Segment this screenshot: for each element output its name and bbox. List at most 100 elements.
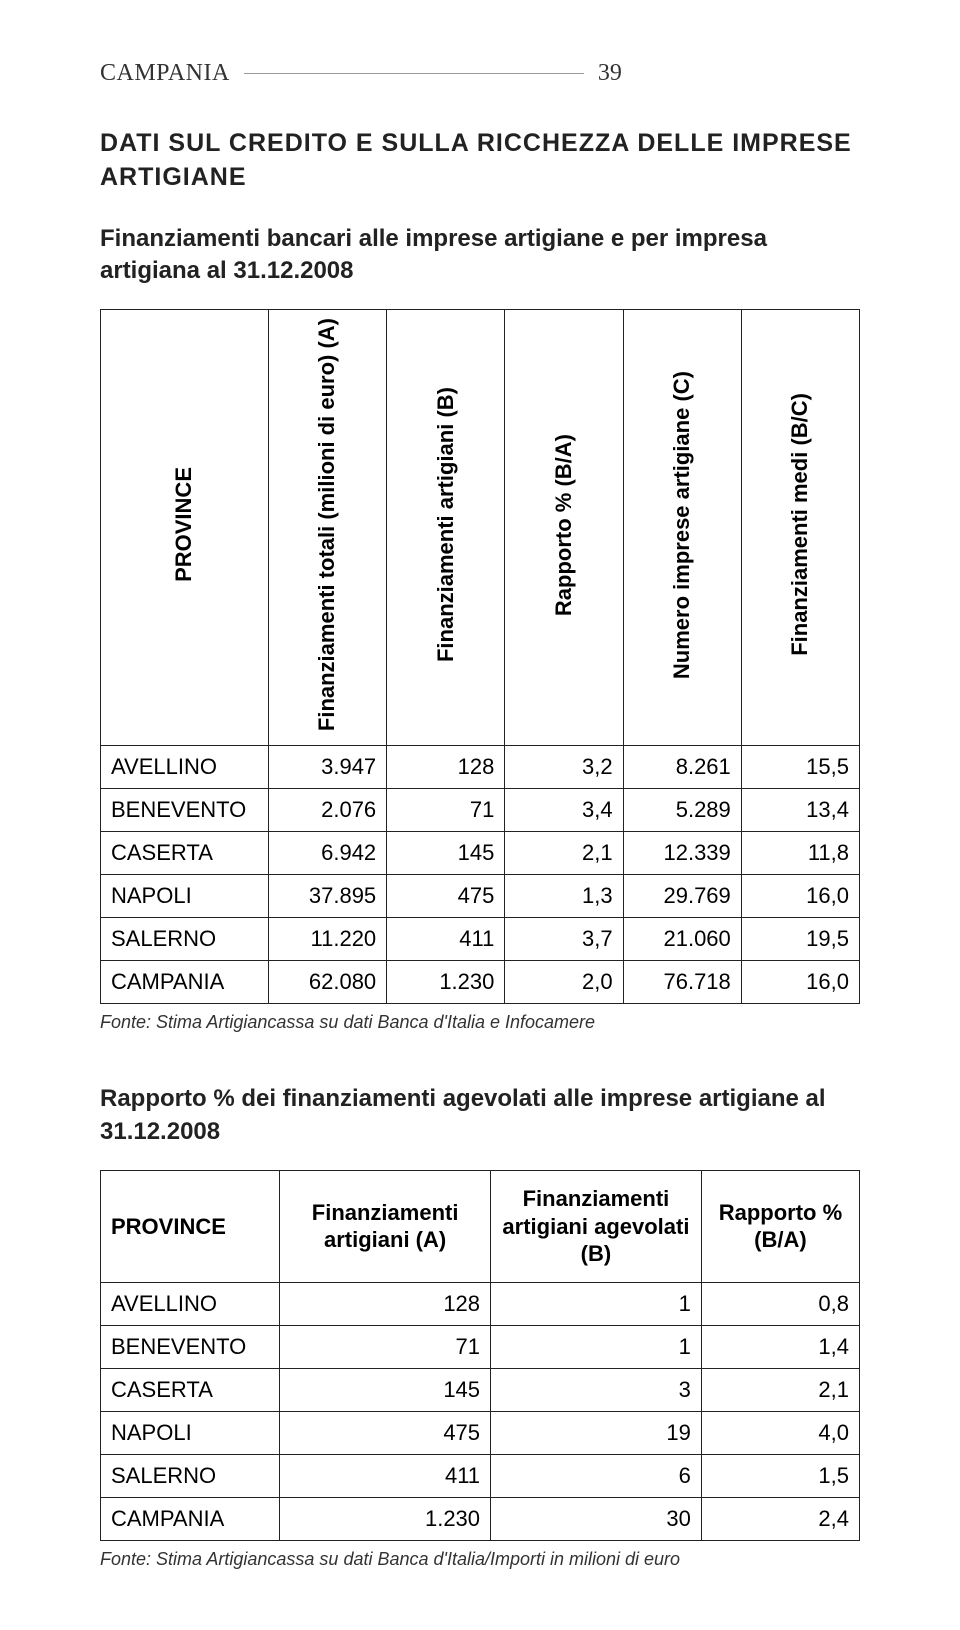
cell-value: 1: [491, 1282, 702, 1325]
table2-source: Fonte: Stima Artigiancassa su dati Banca…: [100, 1549, 860, 1570]
cell-value: 16,0: [741, 961, 859, 1004]
table-row: BENEVENTO2.076713,45.28913,4: [101, 789, 860, 832]
cell-value: 5.289: [623, 789, 741, 832]
col-rapporto: Rapporto % (B/A): [505, 310, 623, 746]
cell-value: 1,3: [505, 875, 623, 918]
cell-value: 2,1: [701, 1368, 859, 1411]
cell-label: SALERNO: [101, 918, 269, 961]
cell-value: 8.261: [623, 746, 741, 789]
cell-label: NAPOLI: [101, 875, 269, 918]
cell-value: 411: [387, 918, 505, 961]
cell-value: 13,4: [741, 789, 859, 832]
col-province: PROVINCE: [101, 1171, 280, 1283]
cell-value: 3,4: [505, 789, 623, 832]
table-finanziamenti-bancari: PROVINCE Finanziamenti totali (milioni d…: [100, 309, 860, 1004]
table-row: CASERTA14532,1: [101, 1368, 860, 1411]
cell-value: 11,8: [741, 832, 859, 875]
cell-value: 16,0: [741, 875, 859, 918]
cell-value: 145: [387, 832, 505, 875]
cell-value: 76.718: [623, 961, 741, 1004]
document-page: CAMPANIA 39 DATI SUL CREDITO E SULLA RIC…: [0, 0, 960, 1630]
col-label: Numero imprese artigiane (C): [669, 371, 695, 679]
cell-label: SALERNO: [101, 1454, 280, 1497]
table-row: CASERTA6.9421452,112.33911,8: [101, 832, 860, 875]
cell-label: BENEVENTO: [101, 789, 269, 832]
cell-value: 19,5: [741, 918, 859, 961]
cell-label: CASERTA: [101, 832, 269, 875]
cell-value: 1: [491, 1325, 702, 1368]
cell-label: CAMPANIA: [101, 1497, 280, 1540]
cell-value: 3: [491, 1368, 702, 1411]
table-finanziamenti-agevolati: PROVINCE Finanziamenti artigiani (A) Fin…: [100, 1170, 860, 1541]
cell-label: AVELLINO: [101, 746, 269, 789]
cell-label: AVELLINO: [101, 1282, 280, 1325]
col-fin-agevolati-b: Finanziamenti artigiani agevolati (B): [491, 1171, 702, 1283]
cell-label: CAMPANIA: [101, 961, 269, 1004]
cell-value: 1.230: [280, 1497, 491, 1540]
cell-value: 6: [491, 1454, 702, 1497]
cell-value: 6.942: [268, 832, 386, 875]
cell-label: CASERTA: [101, 1368, 280, 1411]
cell-value: 21.060: [623, 918, 741, 961]
page-number: 39: [598, 60, 622, 87]
table-row: NAPOLI37.8954751,329.76916,0: [101, 875, 860, 918]
col-label: Finanziamenti medi (B/C): [787, 393, 813, 656]
table-row: AVELLINO12810,8: [101, 1282, 860, 1325]
col-fin-artigiani: Finanziamenti artigiani (B): [387, 310, 505, 746]
cell-value: 128: [387, 746, 505, 789]
cell-value: 3,2: [505, 746, 623, 789]
cell-value: 1,4: [701, 1325, 859, 1368]
table-row: CAMPANIA1.230302,4: [101, 1497, 860, 1540]
page-header: CAMPANIA 39: [100, 60, 860, 87]
cell-value: 128: [280, 1282, 491, 1325]
table2-body: AVELLINO12810,8BENEVENTO7111,4CASERTA145…: [101, 1282, 860, 1540]
col-fin-totali: Finanziamenti totali (milioni di euro) (…: [268, 310, 386, 746]
cell-value: 30: [491, 1497, 702, 1540]
cell-value: 2,4: [701, 1497, 859, 1540]
cell-value: 4,0: [701, 1411, 859, 1454]
section-title: DATI SUL CREDITO E SULLA RICCHEZZA DELLE…: [100, 127, 860, 195]
col-label: Finanziamenti totali (milioni di euro) (…: [314, 318, 340, 731]
col-fin-artigiani-a: Finanziamenti artigiani (A): [280, 1171, 491, 1283]
cell-value: 71: [387, 789, 505, 832]
col-numero-imprese: Numero imprese artigiane (C): [623, 310, 741, 746]
table-row: AVELLINO3.9471283,28.26115,5: [101, 746, 860, 789]
region-name: CAMPANIA: [100, 60, 230, 87]
cell-value: 11.220: [268, 918, 386, 961]
cell-value: 3.947: [268, 746, 386, 789]
header-divider: [244, 73, 584, 74]
cell-value: 411: [280, 1454, 491, 1497]
cell-value: 3,7: [505, 918, 623, 961]
col-label: Finanziamenti artigiani (B): [433, 387, 459, 662]
table-row: PROVINCE Finanziamenti totali (milioni d…: [101, 310, 860, 746]
table-row: NAPOLI475194,0: [101, 1411, 860, 1454]
cell-value: 15,5: [741, 746, 859, 789]
col-fin-medi: Finanziamenti medi (B/C): [741, 310, 859, 746]
table-row: CAMPANIA62.0801.2302,076.71816,0: [101, 961, 860, 1004]
cell-value: 145: [280, 1368, 491, 1411]
cell-value: 475: [387, 875, 505, 918]
cell-value: 12.339: [623, 832, 741, 875]
col-province: PROVINCE: [101, 310, 269, 746]
cell-value: 37.895: [268, 875, 386, 918]
cell-label: BENEVENTO: [101, 1325, 280, 1368]
cell-value: 475: [280, 1411, 491, 1454]
table1-title: Finanziamenti bancari alle imprese artig…: [100, 223, 860, 288]
table-row: SALERNO11.2204113,721.06019,5: [101, 918, 860, 961]
cell-value: 0,8: [701, 1282, 859, 1325]
col-rapporto-ba: Rapporto % (B/A): [701, 1171, 859, 1283]
cell-value: 19: [491, 1411, 702, 1454]
table-row: BENEVENTO7111,4: [101, 1325, 860, 1368]
col-label: Rapporto % (B/A): [551, 434, 577, 616]
cell-value: 1,5: [701, 1454, 859, 1497]
cell-value: 2.076: [268, 789, 386, 832]
cell-value: 2,0: [505, 961, 623, 1004]
cell-value: 2,1: [505, 832, 623, 875]
col-label: PROVINCE: [171, 467, 197, 582]
cell-label: NAPOLI: [101, 1411, 280, 1454]
cell-value: 1.230: [387, 961, 505, 1004]
table2-title: Rapporto % dei finanziamenti agevolati a…: [100, 1083, 860, 1148]
table-row: SALERNO41161,5: [101, 1454, 860, 1497]
table1-body: AVELLINO3.9471283,28.26115,5BENEVENTO2.0…: [101, 746, 860, 1004]
cell-value: 71: [280, 1325, 491, 1368]
